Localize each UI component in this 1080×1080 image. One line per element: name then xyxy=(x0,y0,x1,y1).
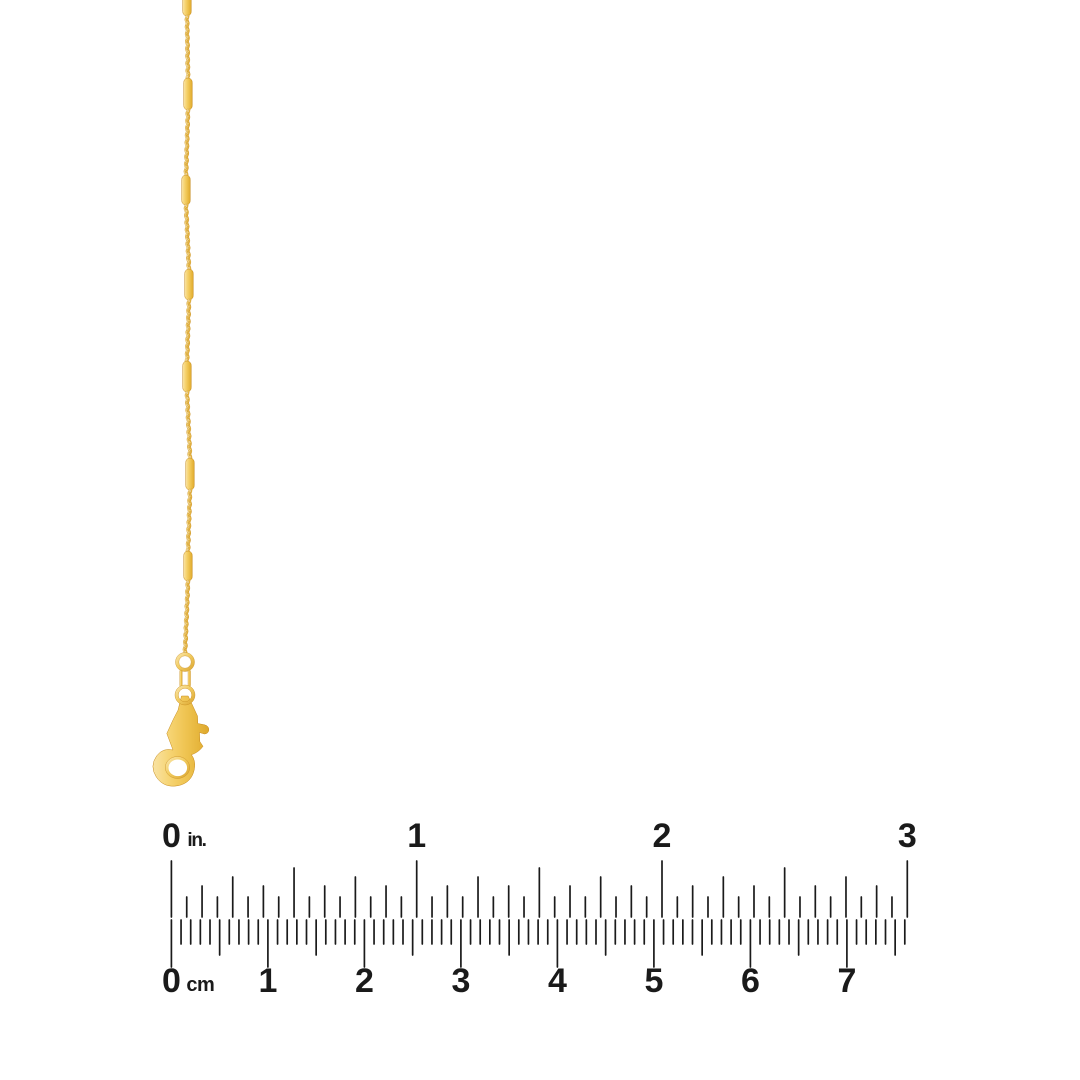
svg-text:cm: cm xyxy=(186,974,214,996)
svg-text:1: 1 xyxy=(258,962,277,1000)
svg-text:2: 2 xyxy=(355,962,374,1000)
svg-text:1: 1 xyxy=(407,817,426,855)
svg-text:2: 2 xyxy=(653,817,672,855)
svg-text:3: 3 xyxy=(898,817,917,855)
svg-text:0: 0 xyxy=(162,817,181,855)
svg-text:3: 3 xyxy=(451,962,470,1000)
svg-text:7: 7 xyxy=(837,962,856,1000)
svg-text:6: 6 xyxy=(741,962,760,1000)
svg-text:4: 4 xyxy=(548,962,567,1000)
svg-text:5: 5 xyxy=(644,962,663,1000)
svg-text:in.: in. xyxy=(187,830,205,851)
svg-text:0: 0 xyxy=(162,962,181,1000)
